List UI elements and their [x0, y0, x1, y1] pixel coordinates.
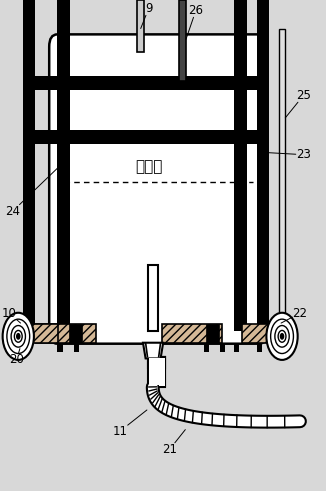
Bar	[242, 324, 277, 343]
Text: 21: 21	[162, 430, 185, 456]
Polygon shape	[143, 343, 163, 358]
Circle shape	[280, 333, 284, 340]
Bar	[204, 343, 209, 352]
Bar	[62, 54, 254, 327]
Text: 24: 24	[5, 162, 64, 218]
Bar	[149, 358, 165, 385]
Circle shape	[16, 333, 21, 340]
Bar	[279, 29, 285, 334]
Bar	[234, 0, 246, 331]
Bar	[257, 343, 262, 352]
Bar	[257, 0, 269, 331]
Bar	[69, 324, 82, 343]
Text: 25: 25	[285, 89, 311, 118]
Bar	[220, 343, 225, 352]
Bar	[148, 357, 166, 368]
Text: 20: 20	[9, 349, 24, 366]
Bar	[74, 343, 79, 352]
Bar	[57, 0, 70, 331]
Bar	[57, 343, 63, 352]
Bar	[159, 358, 165, 386]
Text: 10: 10	[2, 307, 21, 323]
Text: 23: 23	[260, 148, 311, 161]
Bar	[137, 0, 144, 52]
Bar	[158, 357, 166, 387]
Text: 水面线: 水面线	[135, 160, 162, 174]
FancyBboxPatch shape	[49, 34, 267, 344]
Bar	[22, 324, 58, 343]
Bar	[148, 265, 158, 331]
Circle shape	[266, 313, 298, 360]
Bar	[22, 0, 35, 331]
Bar	[162, 324, 222, 343]
Text: 22: 22	[281, 307, 307, 323]
Bar	[36, 324, 96, 343]
Bar	[22, 130, 269, 144]
Text: 26: 26	[186, 4, 203, 39]
Bar	[148, 357, 166, 386]
Text: 9: 9	[141, 2, 152, 28]
Circle shape	[3, 313, 34, 360]
Bar	[22, 76, 269, 90]
Bar	[234, 343, 239, 352]
Text: 11: 11	[113, 410, 147, 437]
Bar	[205, 324, 218, 343]
Bar	[179, 0, 186, 81]
